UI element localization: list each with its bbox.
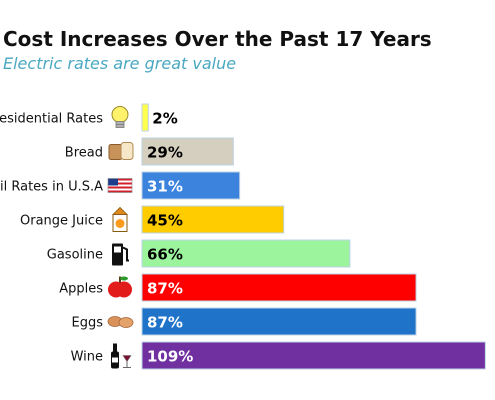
value-label: 66% — [147, 246, 183, 264]
value-label: 109% — [147, 348, 193, 366]
gas-pump-icon — [112, 243, 129, 266]
bar — [141, 205, 285, 234]
value-label: 29% — [147, 144, 183, 162]
category-label: etail Rates in U.S.A — [0, 180, 103, 195]
apple-icon — [108, 276, 132, 298]
bar — [141, 341, 486, 370]
value-label: 87% — [147, 314, 183, 332]
category-label: Wine — [71, 350, 103, 365]
us-flag-icon — [107, 178, 133, 193]
value-label: 87% — [147, 280, 183, 298]
bar — [141, 239, 351, 268]
category-label: Apples — [59, 282, 103, 297]
value-label: 45% — [147, 212, 183, 230]
category-label: Bread — [65, 146, 103, 161]
value-label: 31% — [147, 178, 183, 196]
bar — [141, 307, 417, 336]
bar — [141, 137, 234, 166]
value-label: 2% — [152, 110, 177, 128]
bar — [141, 103, 149, 132]
wine-icon — [111, 343, 132, 369]
chart-subtitle: Electric rates are great value — [3, 54, 237, 73]
category-label: Gasoline — [47, 248, 103, 263]
bar — [141, 171, 241, 200]
chart-title: Cost Increases Over the Past 17 Years — [3, 27, 432, 51]
category-label: L Residential Rates — [0, 112, 103, 127]
lightbulb-icon — [111, 106, 129, 128]
category-label: Orange Juice — [20, 214, 103, 229]
category-label: Eggs — [72, 316, 104, 331]
bar — [141, 273, 417, 302]
bread-icon — [108, 142, 134, 160]
eggs-icon — [107, 316, 134, 328]
orange-juice-carton-icon — [112, 206, 128, 232]
